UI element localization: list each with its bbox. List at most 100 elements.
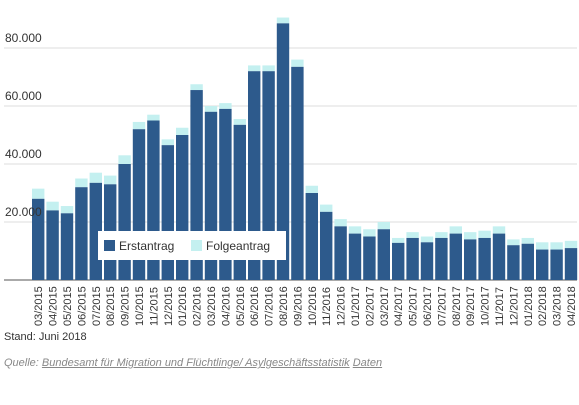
x-tick-label: 11/2017 [494, 287, 506, 326]
bar-folgeantrag[interactable] [392, 237, 405, 243]
x-tick-label: 01/2017 [350, 286, 362, 326]
bar-folgeantrag[interactable] [435, 232, 448, 238]
x-tick-label: 03/2016 [206, 286, 218, 326]
bar-erstantrag[interactable] [291, 66, 304, 280]
bar-folgeantrag[interactable] [536, 242, 549, 250]
stand-note: Stand: Juni 2018 [4, 331, 87, 343]
bar-erstantrag[interactable] [348, 233, 362, 280]
bar-folgeantrag[interactable] [449, 226, 462, 234]
x-tick-label: 03/2015 [33, 286, 45, 326]
x-tick-label: 04/2015 [48, 286, 60, 326]
x-tick-label: 05/2015 [62, 286, 74, 326]
bar-erstantrag[interactable] [406, 237, 419, 280]
bar-erstantrag[interactable] [435, 237, 448, 280]
bar-folgeantrag[interactable] [492, 226, 506, 234]
bar-folgeantrag[interactable] [478, 230, 491, 238]
x-tick-label: 09/2016 [292, 286, 304, 326]
bar-folgeantrag[interactable] [464, 232, 477, 240]
legend-label-folgeantrag[interactable]: Folgeantrag [206, 239, 270, 253]
bar-folgeantrag[interactable] [262, 65, 275, 72]
x-tick-label: 05/2016 [235, 286, 247, 326]
bar-erstantrag[interactable] [32, 198, 45, 280]
bar-folgeantrag[interactable] [219, 103, 232, 109]
bar-erstantrag[interactable] [564, 248, 578, 280]
x-tick-label: 09/2017 [465, 286, 477, 326]
bar-erstantrag[interactable] [118, 164, 131, 280]
bar-folgeantrag[interactable] [248, 65, 261, 72]
x-tick-label: 08/2015 [105, 286, 117, 326]
bar-folgeantrag[interactable] [89, 172, 102, 183]
bar-folgeantrag[interactable] [507, 239, 520, 246]
data-link[interactable]: Daten [352, 357, 383, 369]
x-tick-label: 04/2017 [393, 286, 405, 326]
bar-erstantrag[interactable] [75, 187, 88, 280]
bar-erstantrag[interactable] [550, 249, 563, 280]
bar-erstantrag[interactable] [420, 242, 434, 280]
bar-folgeantrag[interactable] [147, 114, 160, 121]
bar-folgeantrag[interactable] [334, 219, 347, 227]
bar-folgeantrag[interactable] [406, 232, 419, 238]
bar-erstantrag[interactable] [60, 213, 74, 280]
bar-erstantrag[interactable] [377, 229, 390, 280]
bar-folgeantrag[interactable] [46, 201, 59, 211]
bar-folgeantrag[interactable] [348, 226, 362, 234]
bar-folgeantrag[interactable] [320, 204, 333, 212]
y-tick-label: 60.000 [5, 89, 42, 103]
x-tick-label: 02/2017 [364, 286, 376, 326]
bar-folgeantrag[interactable] [60, 206, 74, 214]
bar-erstantrag[interactable] [478, 237, 491, 280]
x-tick-label: 11/2015 [148, 287, 160, 326]
bar-erstantrag[interactable] [536, 249, 549, 280]
bar-folgeantrag[interactable] [176, 127, 189, 135]
bar-folgeantrag[interactable] [521, 237, 534, 244]
bar-erstantrag[interactable] [262, 71, 275, 280]
bar-erstantrag[interactable] [507, 245, 520, 280]
bar-folgeantrag[interactable] [420, 236, 434, 243]
y-tick-label: 40.000 [5, 147, 42, 161]
bar-folgeantrag[interactable] [377, 222, 390, 230]
bar-erstantrag[interactable] [521, 243, 534, 280]
bar-erstantrag[interactable] [248, 71, 261, 280]
bar-erstantrag[interactable] [305, 193, 318, 280]
legend: Erstantrag Folgeantrag [98, 231, 286, 260]
bar-folgeantrag[interactable] [75, 178, 88, 188]
legend-swatch-erstantrag [104, 240, 115, 251]
bar-folgeantrag[interactable] [305, 185, 318, 193]
x-tick-label: 07/2015 [91, 286, 103, 326]
bar-folgeantrag[interactable] [118, 155, 131, 164]
bar-folgeantrag[interactable] [550, 242, 563, 250]
bar-folgeantrag[interactable] [564, 240, 578, 249]
bar-folgeantrag[interactable] [32, 188, 45, 199]
y-tick-labels: 20.000 40.000 60.000 80.000 [5, 31, 42, 219]
bar-erstantrag[interactable] [492, 233, 506, 280]
bar-folgeantrag[interactable] [104, 175, 117, 185]
bar-erstantrag[interactable] [449, 233, 462, 280]
x-tick-label: 02/2016 [192, 286, 204, 326]
bar-folgeantrag[interactable] [276, 17, 290, 24]
bar-erstantrag[interactable] [363, 236, 376, 281]
source-link[interactable]: Bundesamt für Migration und Flüchtlinge/… [41, 357, 350, 369]
y-tick-label: 20.000 [5, 205, 42, 219]
bar-erstantrag[interactable] [464, 239, 477, 280]
bar-erstantrag[interactable] [392, 242, 405, 280]
bar-erstantrag[interactable] [334, 226, 347, 280]
x-tick-label: 02/2018 [537, 286, 549, 326]
x-tick-label: 05/2017 [408, 286, 420, 326]
x-tick-label: 07/2016 [264, 286, 276, 326]
bar-folgeantrag[interactable] [363, 229, 376, 237]
bar-folgeantrag[interactable] [190, 84, 203, 91]
bar-erstantrag[interactable] [276, 23, 290, 280]
x-tick-label: 10/2017 [480, 286, 492, 326]
bar-folgeantrag[interactable] [204, 106, 218, 112]
bar-folgeantrag[interactable] [132, 121, 146, 130]
bar-folgeantrag[interactable] [233, 119, 246, 125]
x-tick-label: 01/2018 [523, 286, 535, 326]
legend-label-erstantrag[interactable]: Erstantrag [119, 239, 174, 253]
bar-folgeantrag[interactable] [291, 59, 304, 67]
x-tick-label: 12/2016 [336, 286, 348, 326]
bar-erstantrag[interactable] [46, 210, 59, 280]
x-tick-label: 10/2016 [307, 286, 319, 326]
bar-erstantrag[interactable] [320, 211, 333, 280]
bar-folgeantrag[interactable] [161, 139, 174, 146]
